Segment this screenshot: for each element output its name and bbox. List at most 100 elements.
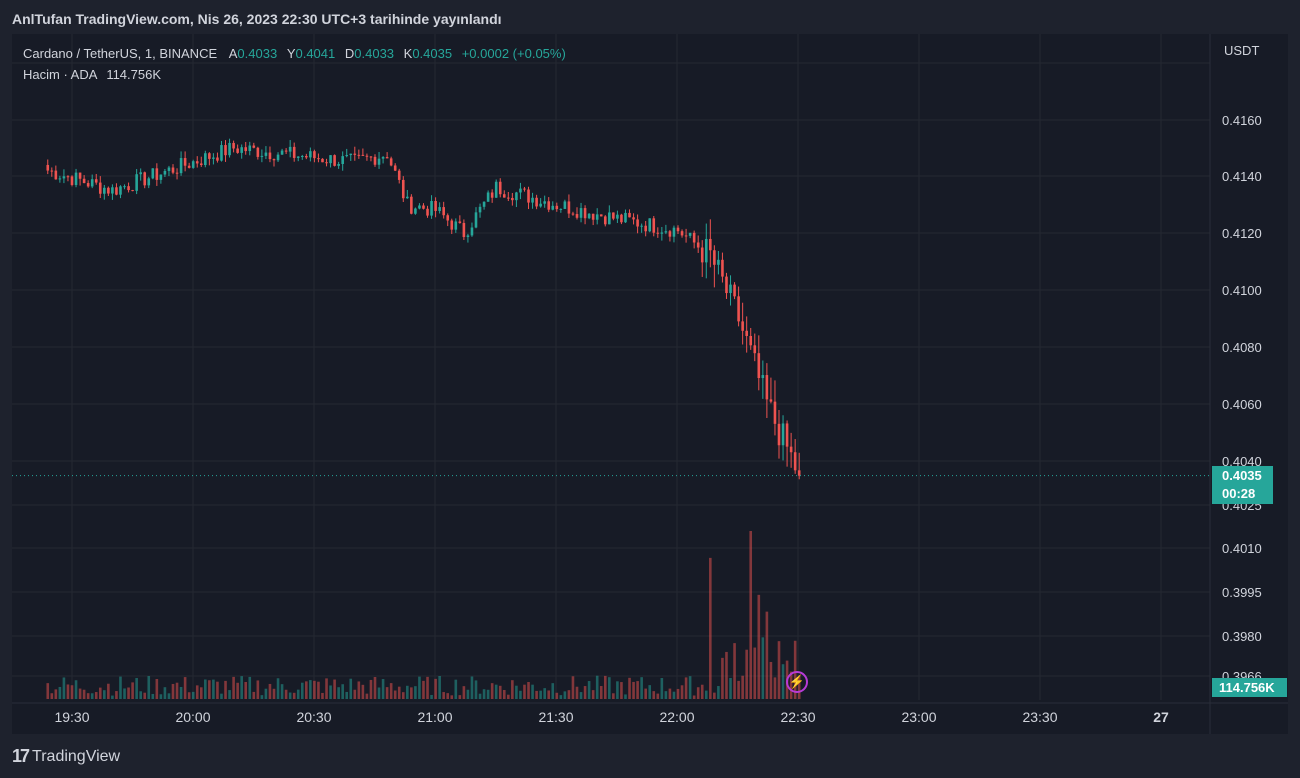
volume-bar [389,683,393,699]
volume-bar [341,684,344,699]
low-label: D [344,46,355,61]
candle-body [551,205,555,210]
volume-bar [502,690,506,699]
candle-body [300,156,304,158]
footer: 17 TradingView [12,746,120,767]
candle-body [228,142,231,156]
candle-body [349,153,353,156]
volume-bar [721,657,724,699]
candle-body [82,178,86,184]
currency-label[interactable]: USDT [1224,43,1260,58]
volume-bar [272,688,276,699]
candle-body [248,145,252,152]
volume-bar [268,683,272,699]
volume-bar [191,691,195,699]
candle-body [143,172,147,186]
volume-bar [490,683,494,699]
volume-bar [309,680,312,699]
volume-bar [761,637,765,699]
candle-body [603,216,607,225]
volume-bar [680,685,684,699]
candle-body [531,197,534,203]
candle-body [761,375,765,379]
volume-bar [507,694,510,699]
volume-bar [151,693,155,699]
candle-body [401,179,405,199]
volume-bar [660,678,664,699]
volume-bar [317,681,320,699]
volume-value: 114.756K [106,67,162,82]
candle-body [535,197,538,207]
volume-bar [204,679,207,699]
candle-body [773,401,777,424]
candle-body [482,201,486,207]
volume-bar [434,678,437,699]
candle-body [216,157,219,161]
volume-bar [648,685,652,699]
volume-label[interactable]: Hacim · ADA [23,67,97,82]
candle-body [171,167,175,173]
volume-bar [515,685,518,699]
volume-bar [616,681,619,699]
volume-bar [329,685,332,699]
volume-bar [115,691,118,699]
candle-body [486,192,490,202]
volume-bar [296,689,300,699]
volume-bar [385,687,389,699]
volume-bar [656,693,660,699]
volume-bar [377,687,381,699]
volume-bar [773,677,777,699]
symbol-label[interactable]: Cardano / TetherUS, 1, BINANCE [23,46,218,61]
candle-body [737,296,740,322]
candle-body [369,156,373,158]
volume-bar [70,685,74,699]
candle-body [442,207,445,216]
candle-body [438,207,441,211]
low-value: 0.4033 [354,46,395,61]
volume-bar [478,693,482,699]
candle-body [292,146,296,158]
candle-body [632,217,635,220]
candle-body [58,178,62,180]
volume-bar [325,678,328,699]
candle-body [567,201,571,214]
volume-bar [418,676,421,699]
volume-bar [208,680,211,699]
volume-bar [143,692,147,699]
candle-body [397,170,401,180]
candle-body [559,208,563,210]
volume-bar [163,687,167,699]
candle-body [389,158,393,166]
close-value: 0.4035 [412,46,453,61]
volume-bar [523,684,526,699]
candle-body [700,247,704,263]
candle-body [636,219,639,227]
volume-bar [288,692,292,699]
volume-bar [571,676,575,699]
candle-body [381,157,385,159]
volume-bar [442,692,445,699]
volume-bar [119,676,122,699]
x-tick-label: 27 [1153,709,1169,725]
candle-body [147,178,151,186]
publish-caption: AnlTufan TradingView.com, Nis 26, 2023 2… [12,11,502,27]
volume-bar [54,689,58,699]
volume-bar [123,688,126,699]
candle-body [123,186,126,188]
candle-body [357,154,361,156]
volume-bar [591,690,595,699]
candle-body [337,163,340,166]
candle-body [50,170,54,172]
volume-bar [636,681,639,699]
volume-bar [224,680,227,699]
volume-bar [652,691,656,699]
volume-bar [446,693,450,699]
candle-body [672,227,676,237]
volume-bar [66,684,70,699]
candle-body [86,183,90,187]
candle-body [345,155,349,157]
volume-bar [199,687,203,699]
candle-body [583,208,587,219]
lightning-icon[interactable]: ⚡ [786,671,808,693]
